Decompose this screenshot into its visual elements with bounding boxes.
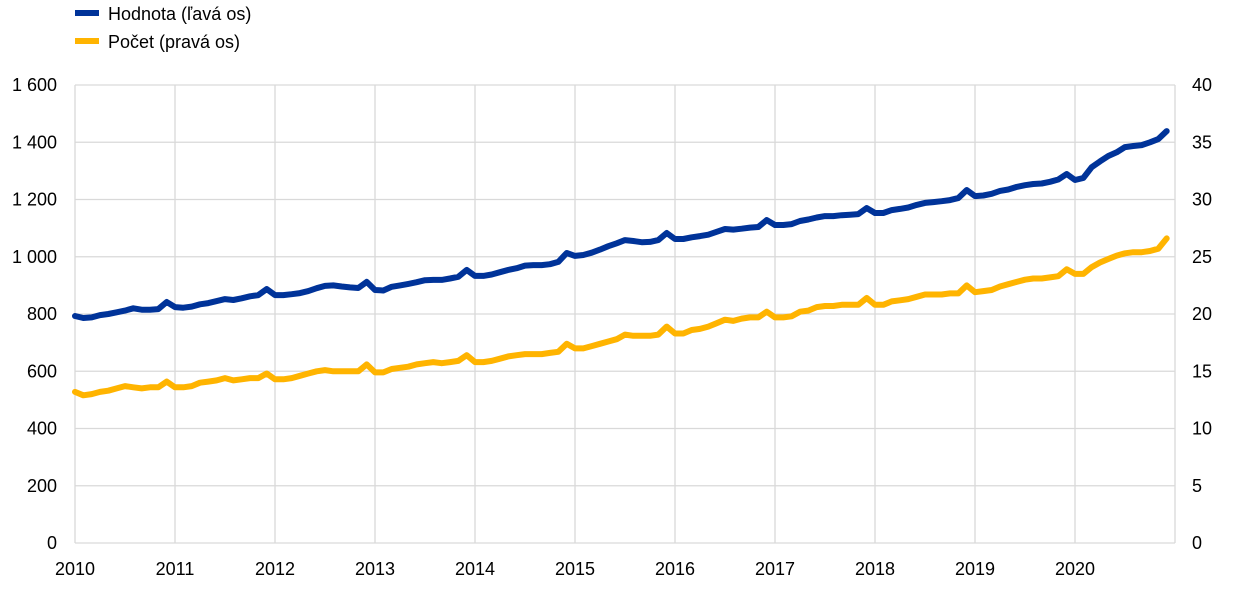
x-tick-label: 2010 (55, 559, 95, 579)
x-tick-label: 2013 (355, 559, 395, 579)
x-tick-label: 2019 (955, 559, 995, 579)
x-tick-label: 2017 (755, 559, 795, 579)
series-lines (72, 128, 1170, 399)
x-tick-label: 2016 (655, 559, 695, 579)
y-right-tick-label: 15 (1192, 361, 1212, 381)
x-tick-label: 2020 (1055, 559, 1095, 579)
legend-label-count: Počet (pravá os) (108, 32, 240, 52)
x-tick-label: 2011 (156, 559, 195, 579)
y-left-tick-label: 0 (47, 533, 57, 553)
y-right-tick-label: 5 (1192, 476, 1202, 496)
y-right-tick-label: 25 (1192, 247, 1212, 267)
legend-label-value: Hodnota (ľavá os) (108, 4, 251, 24)
y-right-tick-label: 40 (1192, 75, 1212, 95)
y-left-tick-label: 800 (27, 304, 57, 324)
y-left-tick-label: 1 600 (12, 75, 57, 95)
y-left-tick-label: 1 200 (12, 190, 57, 210)
series-line-count (72, 235, 1170, 399)
x-tick-label: 2015 (555, 559, 595, 579)
x-tick-label: 2014 (455, 559, 495, 579)
y-left-tick-label: 600 (27, 361, 57, 381)
y-right-tick-label: 35 (1192, 132, 1212, 152)
y-right-tick-label: 20 (1192, 304, 1212, 324)
x-tick-label: 2018 (855, 559, 895, 579)
y-right-tick-label: 10 (1192, 419, 1212, 439)
y-left-tick-label: 1 400 (12, 132, 57, 152)
gridlines (74, 84, 1176, 544)
x-tick-label: 2012 (255, 559, 295, 579)
y-right-tick-label: 0 (1192, 533, 1202, 553)
y-left-tick-label: 200 (27, 476, 57, 496)
y-left-tick-label: 1 000 (12, 247, 57, 267)
y-right-tick-label: 30 (1192, 190, 1212, 210)
legend: Hodnota (ľavá os) Počet (pravá os) (75, 4, 251, 52)
y-left-tick-label: 400 (27, 419, 57, 439)
tick-labels: 0 200 400 600 800 1 000 1 200 1 400 1 600 0 5 10 15 2… (12, 75, 1212, 579)
series-line-value (72, 128, 1170, 321)
